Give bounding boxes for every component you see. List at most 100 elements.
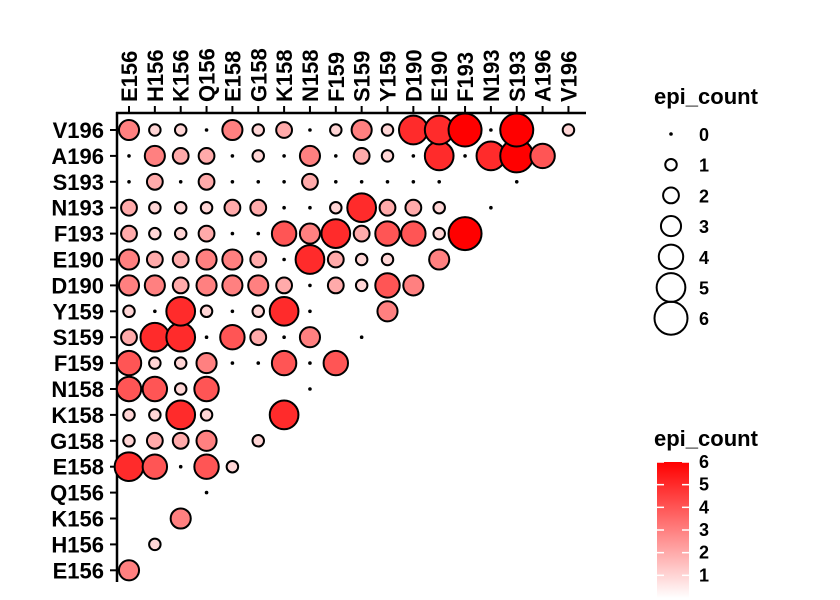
data-point: [197, 147, 216, 165]
data-point: [113, 451, 145, 483]
size-legend-symbol: [657, 243, 685, 270]
size-legend-label: 5: [699, 279, 709, 299]
color-legend: epi_count 12 3 45 6: [654, 426, 759, 598]
data-point: [115, 349, 143, 377]
data-point: [117, 274, 141, 297]
data-point: [225, 459, 240, 474]
data-point: [197, 224, 216, 243]
data-point: [173, 382, 188, 396]
data-point: [145, 172, 164, 191]
data-point: [197, 172, 216, 191]
data-point: [378, 198, 397, 217]
data-point: [437, 180, 442, 184]
data-point: [221, 118, 244, 142]
data-point: [195, 274, 218, 297]
data-point: [529, 142, 556, 170]
data-point: [354, 278, 369, 293]
size-legend-symbol: [659, 215, 683, 238]
x-tick-label: K156: [169, 49, 194, 102]
data-point: [195, 248, 218, 271]
data-point: [256, 231, 261, 236]
data-point: [115, 375, 143, 403]
data-point: [385, 180, 390, 184]
data-point: [249, 250, 268, 269]
x-tick-label: E158: [220, 51, 245, 102]
y-tick-label: K156: [51, 507, 104, 532]
data-point: [298, 222, 322, 245]
data-point: [251, 149, 265, 163]
data-point: [120, 198, 138, 217]
y-axis-ticks: E156H156K156Q156E158G158K158N158F159S159…: [50, 118, 117, 583]
data-point: [148, 226, 162, 241]
colorbar-tick-label: 4: [699, 497, 709, 517]
x-tick-label: E190: [427, 51, 452, 102]
data-point: [308, 387, 312, 391]
data-point: [251, 304, 265, 319]
data-point: [326, 250, 345, 269]
data-point: [346, 192, 377, 224]
data-point: [400, 220, 427, 247]
data-point: [294, 244, 326, 275]
size-legend-label: 0: [699, 125, 709, 145]
data-point: [352, 224, 371, 243]
size-legend-symbol: [664, 157, 678, 172]
data-point: [117, 118, 141, 142]
data-point: [374, 220, 401, 247]
data-point: [221, 248, 244, 271]
data-point: [432, 200, 446, 215]
data-point: [148, 537, 162, 552]
colorbar-tick-label: 5: [699, 475, 709, 495]
data-point: [230, 309, 235, 314]
data-point: [463, 154, 467, 158]
data-point: [204, 335, 209, 340]
data-point: [301, 172, 319, 191]
data-point: [148, 408, 162, 422]
data-point: [143, 144, 166, 167]
size-legend-label: 4: [699, 248, 709, 268]
data-point: [256, 361, 261, 365]
colorbar-tick-label: 1: [699, 565, 709, 585]
y-tick-label: F193: [54, 222, 104, 247]
data-point: [148, 356, 162, 370]
data-point: [148, 123, 162, 137]
size-legend-title: epi_count: [654, 84, 759, 109]
data-point: [298, 326, 322, 349]
size-legend-label: 6: [699, 309, 709, 329]
data-point: [153, 309, 157, 314]
data-point: [230, 231, 235, 236]
y-tick-label: N193: [51, 196, 104, 221]
data-point: [122, 434, 136, 448]
y-tick-label: G158: [50, 429, 104, 454]
data-point: [308, 205, 312, 210]
data-point: [117, 248, 141, 271]
data-point: [249, 198, 268, 217]
colorbar-tick-label: 6: [699, 452, 709, 472]
data-point: [275, 276, 294, 295]
data-point: [329, 200, 343, 215]
data-point: [322, 349, 349, 377]
size-legend-symbol: [662, 186, 680, 205]
data-point: [145, 250, 164, 269]
data-point: [447, 112, 483, 148]
x-tick-label: H156: [143, 49, 168, 102]
data-point: [122, 304, 136, 319]
x-tick-label: E156: [117, 51, 142, 102]
data-point: [171, 147, 190, 165]
data-point: [173, 356, 188, 370]
y-tick-label: F159: [54, 351, 104, 376]
size-legend: epi_count 0 1 2 3 4 5 6: [653, 84, 759, 336]
data-point: [120, 224, 138, 243]
data-point: [169, 507, 192, 530]
data-point: [268, 295, 300, 327]
data-point: [282, 257, 286, 262]
color-legend-title: epi_count: [654, 426, 759, 451]
data-point: [270, 349, 298, 377]
data-point: [139, 321, 171, 353]
data-point: [199, 304, 214, 319]
data-point: [165, 295, 197, 327]
data-point: [308, 128, 312, 132]
data-point: [308, 309, 312, 314]
data-point: [350, 118, 373, 142]
data-point: [247, 274, 270, 297]
data-point: [221, 274, 244, 297]
